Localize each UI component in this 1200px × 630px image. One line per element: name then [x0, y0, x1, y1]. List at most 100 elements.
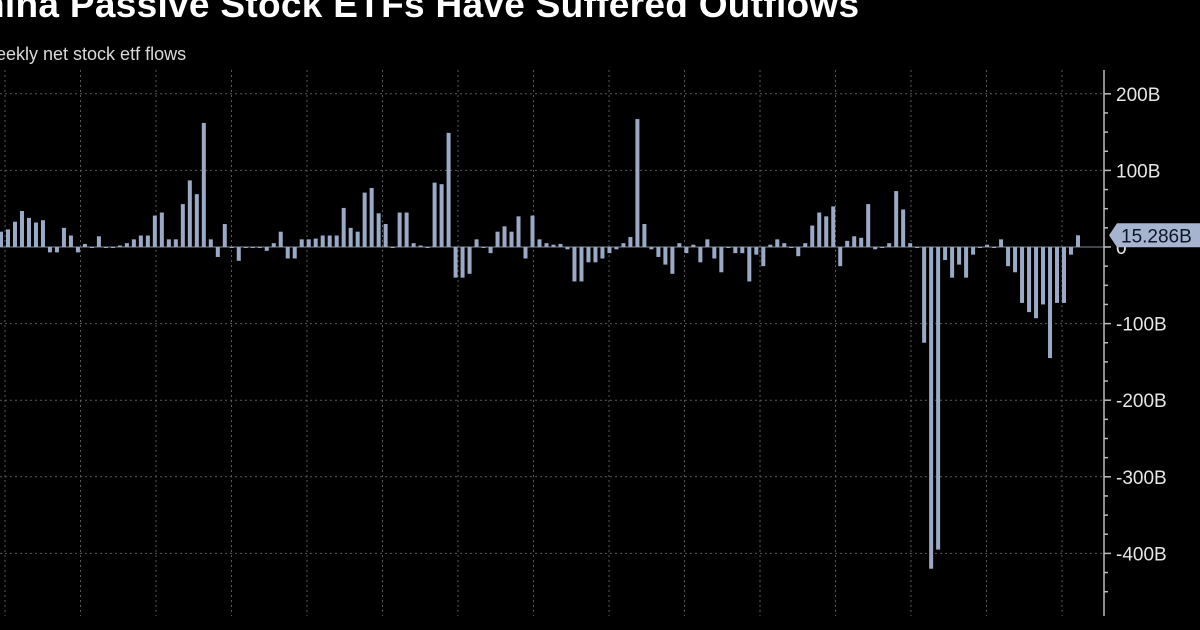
bar: [1034, 247, 1039, 319]
bar: [40, 220, 45, 247]
chart-title: hina Passive Stock ETFs Have Suffered Ou…: [0, 0, 860, 25]
bar: [495, 231, 500, 247]
bar: [901, 209, 906, 247]
bar: [1027, 247, 1032, 313]
bar: [54, 247, 59, 253]
bar: [488, 247, 493, 254]
bar: [824, 216, 829, 247]
bar: [327, 235, 332, 247]
chart-subtitle: eekly net stock etf flows: [0, 44, 187, 64]
bar: [810, 225, 815, 247]
bar: [1013, 247, 1018, 273]
bar: [1020, 247, 1025, 303]
bar: [663, 247, 668, 265]
bar: [348, 227, 353, 247]
bar: [705, 239, 710, 247]
bar: [418, 245, 423, 247]
bar: [33, 222, 38, 247]
bar: [1006, 247, 1011, 267]
bar: [439, 184, 444, 247]
bar: [180, 204, 185, 247]
bar: [691, 244, 696, 247]
bar: [670, 247, 675, 274]
y-tick-label: 100B: [1116, 161, 1160, 182]
last-value-badge: [1109, 223, 1200, 248]
bar: [19, 211, 24, 247]
bar: [292, 247, 297, 259]
bar: [124, 243, 129, 247]
bar: [530, 215, 535, 247]
bar: [1076, 235, 1080, 247]
bar: [390, 247, 395, 248]
bar: [110, 247, 115, 248]
y-tick-label: -100B: [1116, 315, 1167, 336]
bar: [593, 247, 598, 263]
bar: [446, 132, 451, 247]
bar: [761, 247, 766, 267]
bar: [586, 247, 591, 263]
bar: [75, 247, 80, 253]
bar: [999, 239, 1004, 247]
bar: [474, 239, 479, 247]
bar: [404, 212, 409, 247]
bar: [26, 217, 31, 247]
bar: [68, 235, 73, 247]
bar: [1069, 247, 1074, 255]
bar: [537, 239, 542, 247]
bar: [621, 243, 626, 247]
bar: [5, 229, 10, 247]
bar: [250, 247, 255, 248]
bar: [173, 239, 178, 247]
bar: [551, 244, 556, 247]
bar: [635, 119, 640, 247]
bar: [481, 247, 486, 248]
bar: [565, 247, 570, 250]
bar: [873, 247, 878, 250]
bar: [1062, 247, 1067, 303]
bar: [684, 247, 689, 254]
bar: [355, 231, 360, 247]
bar: [572, 247, 577, 282]
bar: [425, 247, 430, 248]
bar: [516, 216, 521, 247]
bar: [558, 243, 563, 247]
bar: [985, 244, 990, 247]
bar: [964, 247, 969, 278]
bar: [215, 247, 220, 257]
bar: [89, 247, 94, 248]
grid-layer: [0, 70, 1104, 616]
bar: [152, 215, 157, 247]
bar: [859, 237, 864, 247]
bar: [383, 224, 388, 247]
bar: [936, 247, 941, 550]
bar: [831, 206, 836, 247]
bar: [1041, 247, 1046, 305]
bar: [803, 243, 808, 247]
bar: [264, 247, 269, 251]
bar: [866, 204, 871, 247]
bar: [271, 243, 276, 247]
bar: [894, 191, 899, 247]
bar: [649, 247, 654, 250]
last-value-label: 15.286B: [1121, 226, 1192, 247]
bar: [12, 221, 17, 247]
bar: [950, 247, 955, 278]
bar: [411, 243, 416, 247]
bar: [131, 239, 136, 247]
bar: [544, 243, 549, 247]
bar: [600, 247, 605, 259]
bar: [320, 235, 325, 247]
bar: [607, 247, 612, 254]
bar: [376, 213, 381, 247]
bar: [740, 247, 745, 254]
bar: [775, 239, 780, 247]
bar: [96, 236, 101, 247]
bar: [908, 243, 913, 247]
last-value-callout: 15.286B: [1109, 223, 1200, 248]
bar: [733, 247, 738, 254]
bar: [229, 247, 234, 248]
bar: [194, 194, 199, 247]
bar: [369, 188, 374, 247]
bar: [929, 247, 934, 569]
